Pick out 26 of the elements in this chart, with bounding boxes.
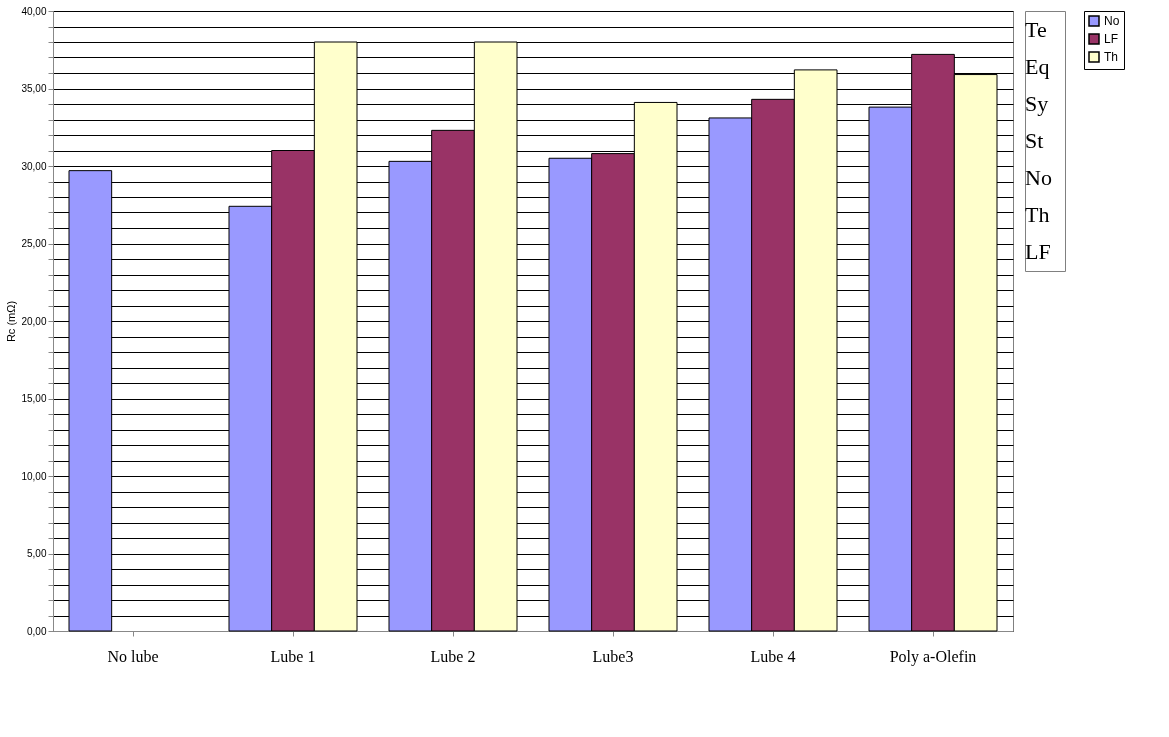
y-tick-label: 25,00 (21, 238, 47, 249)
legend-label: No (1104, 14, 1120, 28)
legend-label: Th (1104, 50, 1119, 64)
x-tick-label: No lube (107, 647, 159, 665)
x-tick-label: Lube 1 (270, 647, 316, 665)
text: Th (1025, 202, 1050, 228)
x-tick-label: Lube3 (592, 647, 634, 665)
text: Te (1025, 16, 1047, 42)
y-tick-label: 5,00 (27, 548, 47, 559)
x-tick-label: Lube 2 (430, 647, 476, 665)
text: Sy (1025, 90, 1049, 116)
y-axis-title: Rc (mΩ) (5, 300, 18, 343)
y-tick-label: 10,00 (21, 470, 47, 482)
text: LF (1025, 239, 1051, 265)
x-tick-label: Lube 4 (750, 647, 796, 665)
text: No (1025, 165, 1052, 191)
y-tick-label: 20,00 (21, 315, 47, 327)
text: St (1025, 128, 1044, 153)
x-tick-label: Poly a-Olefin (889, 647, 977, 666)
y-tick-label: 0,00 (27, 625, 47, 637)
y-tick-label: 15,00 (21, 393, 47, 404)
y-tick-label: 40,00 (21, 5, 47, 17)
legend-label: LF (1104, 32, 1119, 46)
y-tick-label: 30,00 (21, 160, 47, 172)
text: Eq (1025, 53, 1050, 79)
y-tick-label: 35,00 (21, 83, 47, 94)
